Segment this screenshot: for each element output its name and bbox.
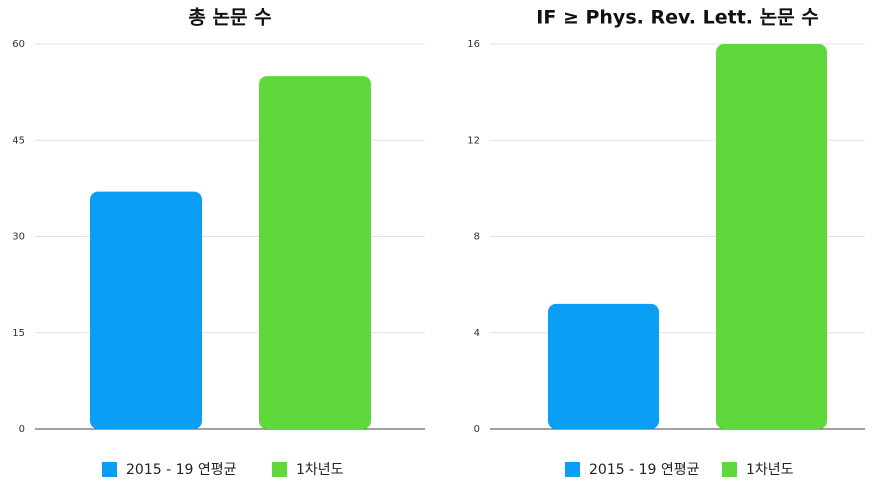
legend-label: 2015 - 19 연평균 <box>126 462 237 478</box>
chart-title: IF ≥ Phys. Rev. Lett. 논문 수 <box>536 7 818 29</box>
y-tick-label: 8 <box>474 232 480 243</box>
legend-label: 1차년도 <box>746 462 794 478</box>
y-tick-label: 30 <box>12 232 25 243</box>
y-tick-label: 4 <box>474 328 480 339</box>
bar <box>90 191 202 429</box>
y-tick-label: 15 <box>12 328 25 339</box>
bar <box>716 44 827 429</box>
y-tick-label: 12 <box>467 135 480 146</box>
chart-title: 총 논문 수 <box>188 7 271 29</box>
y-tick-label: 16 <box>467 39 480 50</box>
legend-swatch <box>565 462 580 477</box>
y-tick-label: 45 <box>12 135 25 146</box>
y-tick-label: 60 <box>12 39 25 50</box>
y-tick-label: 0 <box>474 424 480 435</box>
legend-swatch <box>102 462 117 477</box>
y-tick-label: 0 <box>19 424 25 435</box>
legend-label: 2015 - 19 연평균 <box>589 462 700 478</box>
legend-swatch <box>272 462 287 477</box>
bar <box>548 303 659 429</box>
legend-label: 1차년도 <box>296 462 344 478</box>
bar <box>259 76 371 429</box>
legend-swatch <box>722 462 737 477</box>
